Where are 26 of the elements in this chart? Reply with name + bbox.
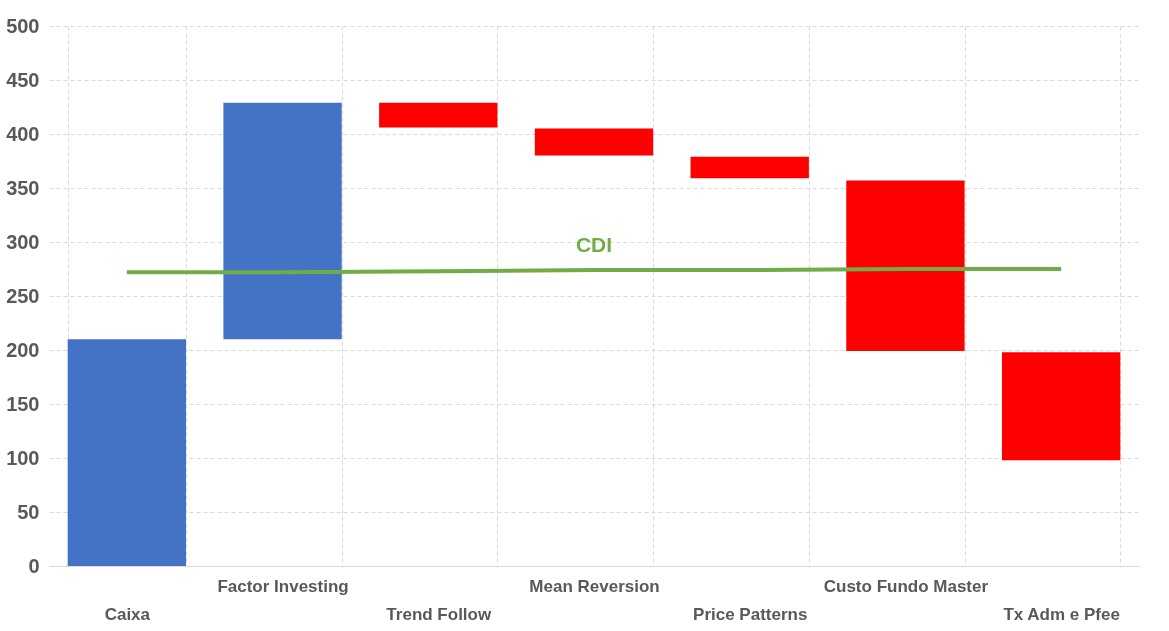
y-tick-label: 200 [6,338,40,361]
x-tick-label: Price Patterns [693,604,808,624]
y-tick-label: 150 [6,392,40,415]
y-tick-label: 0 [28,554,40,577]
bar [67,339,187,566]
x-tick-label: Mean Reversion [529,576,660,596]
y-tick-label: 100 [6,446,40,469]
bar [1001,352,1121,461]
x-tick-label: Tx Adm e Pfee [1003,604,1120,624]
y-tick-label: 450 [6,68,40,91]
y-tick-label: 300 [6,230,40,253]
x-tick-label: Custo Fundo Master [823,576,989,596]
bar [534,128,654,156]
x-tick-label: Factor Investing [217,576,349,596]
bar [379,102,498,128]
x-tick-label: Trend Follow [386,604,492,624]
x-tick-label: Caixa [104,604,151,624]
y-tick-label: 500 [6,14,40,37]
y-tick-label: 350 [6,176,40,199]
y-tick-label: 50 [17,500,40,523]
y-tick-label: 250 [6,284,40,307]
bar [223,102,342,340]
bar [846,180,965,352]
bar [690,156,809,179]
y-tick-label: 400 [6,122,40,145]
series-label: CDI [575,233,613,257]
